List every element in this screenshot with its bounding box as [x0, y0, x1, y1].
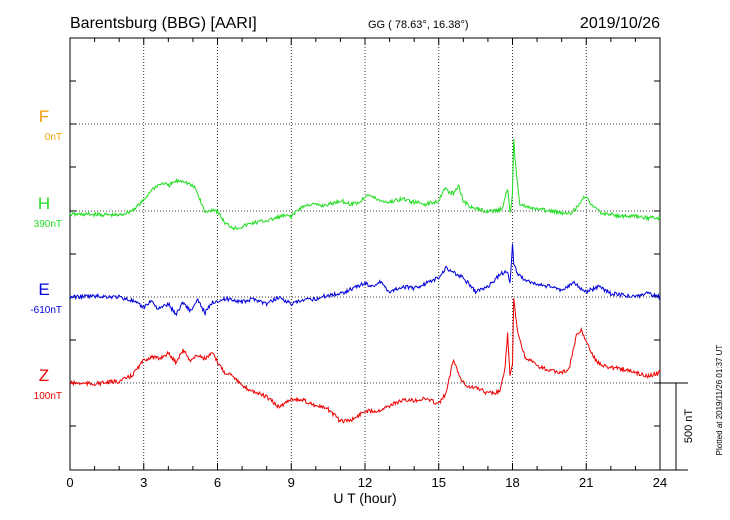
- x-tick-labels: 0 3 6 9 12 15 18 21 24: [66, 475, 667, 490]
- x-tick-label: 21: [579, 475, 593, 490]
- x-axis-label: U T (hour): [333, 490, 396, 506]
- plotted-footer: Plotted at 2019/11/26 01:37 UT: [715, 345, 724, 456]
- x-tick-label: 3: [140, 475, 147, 490]
- x-tick-label: 24: [653, 475, 667, 490]
- x-tick-label: 0: [66, 475, 73, 490]
- x-tick-label: 9: [288, 475, 295, 490]
- series-name-E: E: [38, 280, 49, 299]
- scale-bar-label: 500 nT: [683, 409, 695, 444]
- chart-title: Barentsburg (BBG) [AARI]: [70, 15, 257, 32]
- x-tick-label: 15: [432, 475, 446, 490]
- axis-ticks: [69, 37, 661, 471]
- series-line-Z: [69, 298, 661, 424]
- chart-subtitle: GG ( 78.63°, 16.38°): [368, 19, 469, 31]
- series-name-H: H: [38, 194, 50, 213]
- series-baseline-F: 0nT: [45, 132, 62, 143]
- series-lines: [69, 138, 661, 424]
- series-name-F: F: [39, 107, 49, 126]
- x-tick-label: 6: [214, 475, 221, 490]
- chart-date: 2019/10/26: [580, 15, 660, 32]
- series-labels: F 0nT H 390nT E -610nT Z 100nT: [30, 107, 62, 402]
- series-baseline-Z: 100nT: [34, 391, 62, 402]
- x-tick-label: 18: [505, 475, 519, 490]
- scale-bar: 500 nT: [660, 382, 695, 471]
- series-line-E: [69, 243, 661, 317]
- vertical-gridlines: [143, 38, 587, 470]
- series-line-H: [69, 138, 661, 231]
- x-tick-label: 12: [358, 475, 372, 490]
- baseline-gridlines: [70, 123, 660, 384]
- series-name-Z: Z: [39, 366, 49, 385]
- series-baseline-E: -610nT: [30, 305, 62, 316]
- series-baseline-H: 390nT: [34, 219, 62, 230]
